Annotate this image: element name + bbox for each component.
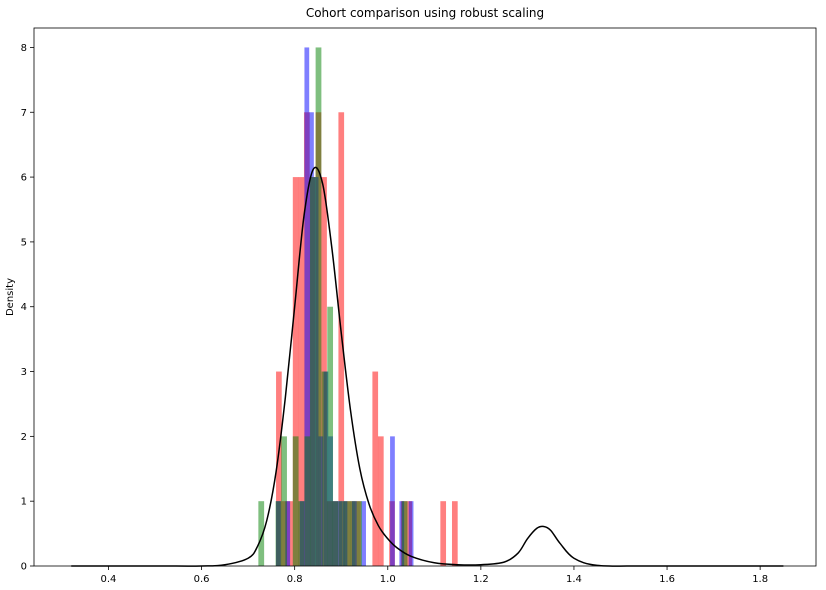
x-tick-label: 0.8	[287, 574, 303, 585]
series-1-bar	[372, 371, 379, 566]
series-3-bar	[332, 501, 339, 566]
y-tick-label: 3	[21, 367, 27, 378]
series-3-bar	[356, 501, 362, 566]
series-3-bar	[298, 501, 305, 566]
y-tick-label: 0	[21, 562, 27, 573]
series-2-bar	[285, 501, 291, 566]
x-tick-label: 0.4	[101, 574, 117, 585]
y-tick-label: 1	[21, 497, 27, 508]
x-tick-label: 0.6	[194, 574, 210, 585]
series-1-bar	[377, 436, 384, 566]
series-2-bar	[390, 436, 395, 566]
y-tick-label: 6	[21, 173, 27, 184]
y-tick-label: 5	[21, 237, 27, 248]
y-tick-label: 8	[21, 43, 27, 54]
series-3-bar	[327, 306, 334, 566]
y-tick-label: 4	[21, 302, 27, 313]
series-3-bar	[315, 47, 322, 566]
y-tick-label: 2	[21, 432, 27, 443]
y-axis-label: Density	[5, 278, 16, 316]
series-2-bar	[408, 501, 414, 566]
series-3-bar	[338, 501, 345, 566]
series-2-bar	[361, 501, 366, 566]
series-3-bar	[401, 501, 408, 566]
series-3-bar	[304, 436, 311, 566]
x-tick-label: 1.4	[566, 574, 582, 585]
series-3-bar	[258, 501, 265, 566]
x-tick-label: 1.6	[659, 574, 675, 585]
series-3-bar	[281, 436, 287, 566]
series-3-bar	[275, 501, 282, 566]
x-tick-label: 1.0	[380, 574, 396, 585]
series-1-bar	[292, 177, 299, 566]
y-axis: 0 1 2 3 4 5 6 7 8	[21, 43, 34, 573]
histogram-bars	[258, 47, 458, 566]
x-tick-label: 1.2	[473, 574, 489, 585]
plot-frame	[33, 27, 817, 567]
series-3-bar	[350, 501, 356, 566]
series-1-bar	[451, 501, 458, 566]
x-tick-label: 1.8	[752, 574, 768, 585]
series-3-bar	[344, 501, 351, 566]
y-tick-label: 7	[21, 108, 27, 119]
kde-curve	[71, 166, 784, 567]
series-1-bar	[298, 177, 305, 566]
series-3-bar	[292, 436, 299, 566]
chart-title: Cohort comparison using robust scaling	[306, 6, 544, 20]
series-3-bar	[321, 371, 328, 566]
x-axis: 0.4 0.6 0.8 1.0 1.2 1.4 1.6 1.8	[101, 566, 768, 585]
series-1-bar	[440, 501, 447, 566]
series-2-bar	[304, 47, 310, 566]
series-3-bar	[310, 177, 316, 566]
series-1-bar	[276, 371, 282, 566]
